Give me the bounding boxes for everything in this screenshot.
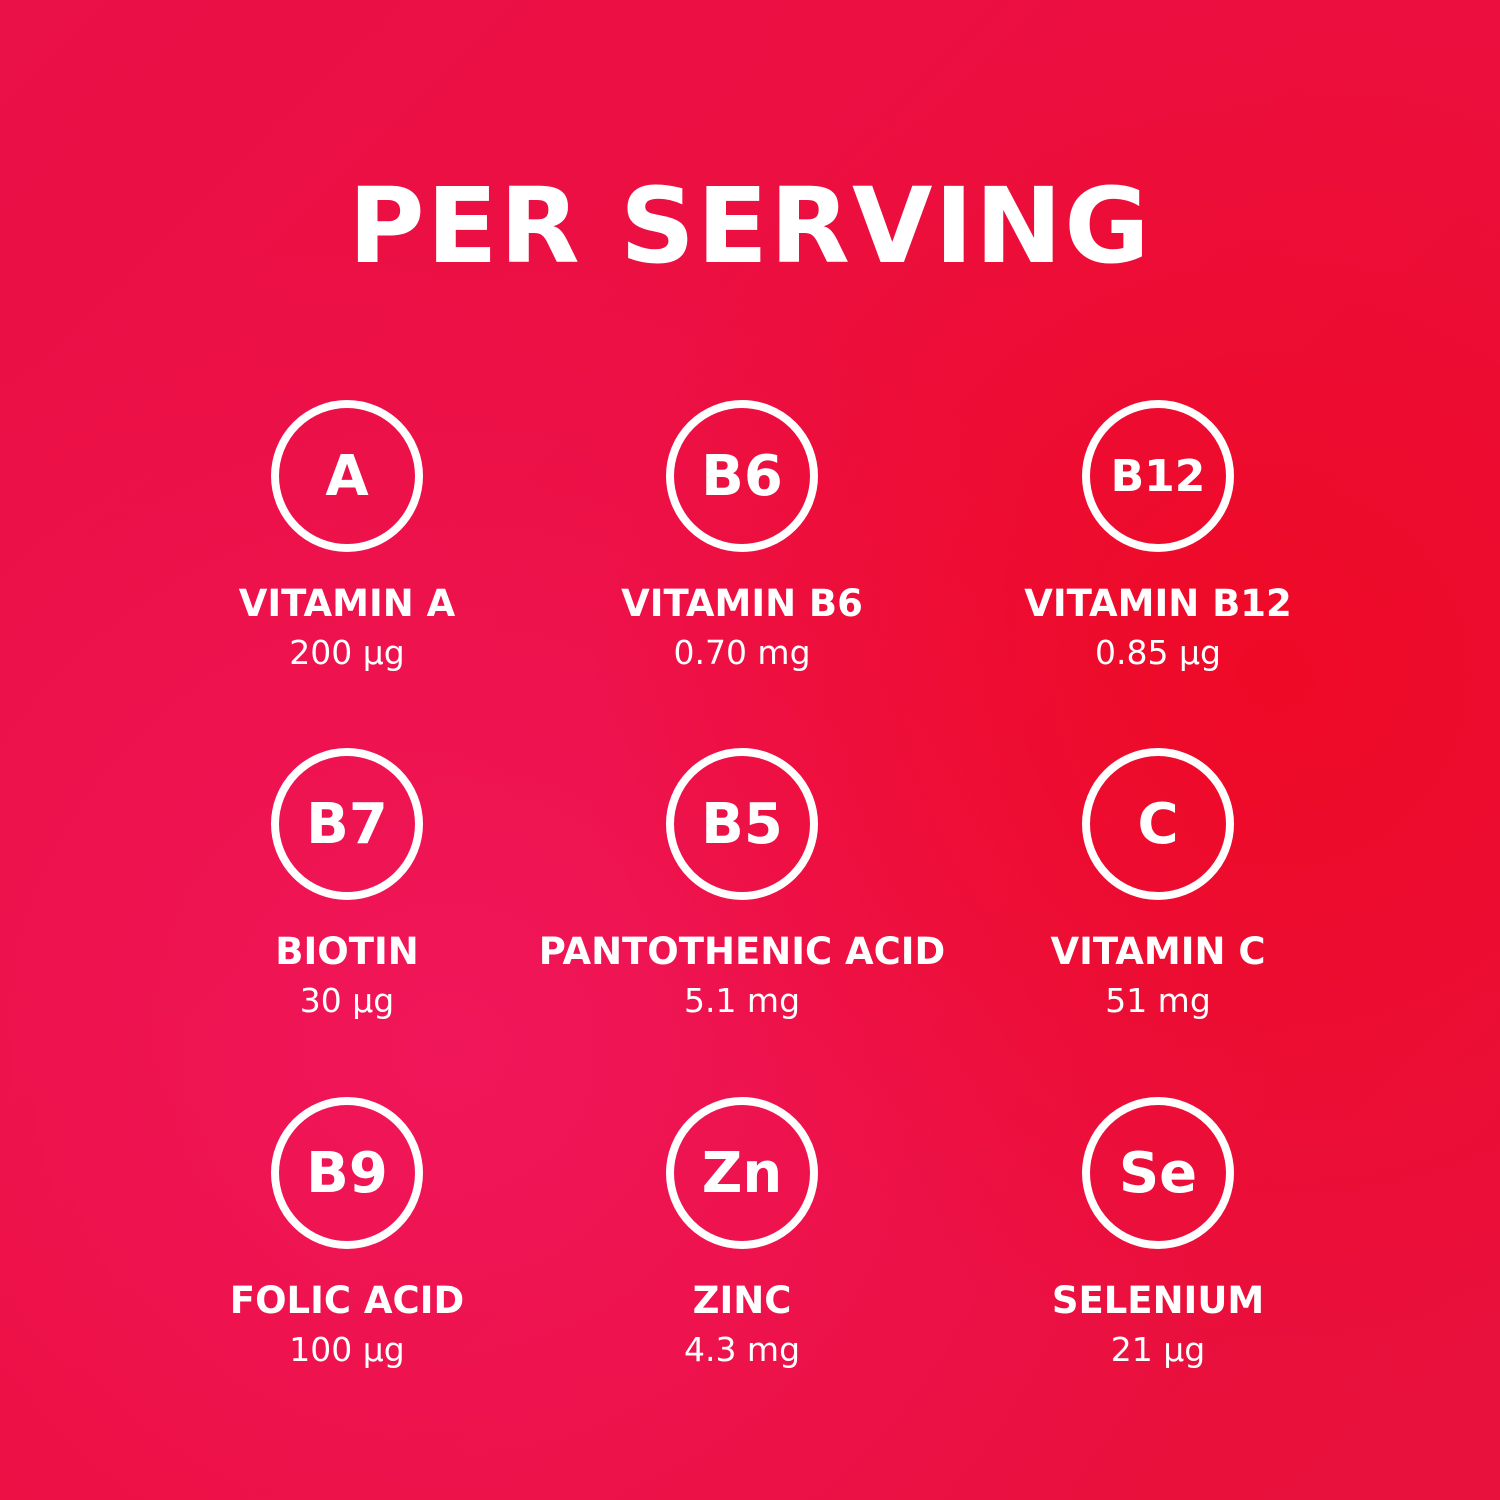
nutrient-name: VITAMIN C [1050, 930, 1266, 973]
nutrient-amount: 5.1 mg [683, 981, 801, 1020]
nutrient-name: SELENIUM [1051, 1279, 1265, 1322]
nutrient-icon: Se [1082, 1097, 1234, 1249]
nutrient-name: VITAMIN B12 [1024, 582, 1292, 625]
nutrient-icon: Zn [666, 1097, 818, 1249]
nutrient-icon: B6 [666, 400, 818, 552]
nutrient-name: VITAMIN A [238, 582, 456, 625]
nutrient-amount: 100 µg [289, 1330, 405, 1369]
nutrient-item: B6 VITAMIN B6 0.70 mg [512, 400, 972, 672]
nutrient-amount: 21 µg [1110, 1330, 1206, 1369]
nutrient-item: Se SELENIUM 21 µg [928, 1097, 1388, 1369]
nutrient-icon: A [271, 400, 423, 552]
nutrient-item: A VITAMIN A 200 µg [117, 400, 577, 672]
nutrient-name: VITAMIN B6 [621, 582, 863, 625]
nutrient-item: B5 PANTOTHENIC ACID 5.1 mg [512, 748, 972, 1020]
nutrient-name: PANTOTHENIC ACID [538, 930, 946, 973]
nutrient-item: B12 VITAMIN B12 0.85 µg [928, 400, 1388, 672]
nutrient-icon: B12 [1082, 400, 1234, 552]
nutrient-name: ZINC [692, 1279, 792, 1322]
nutrient-name: BIOTIN [275, 930, 419, 973]
nutrient-icon: B5 [666, 748, 818, 900]
title: PER SERVING [348, 165, 1152, 287]
nutrient-amount: 4.3 mg [683, 1330, 801, 1369]
nutrient-icon: C [1082, 748, 1234, 900]
nutrient-item: B9 FOLIC ACID 100 µg [117, 1097, 577, 1369]
nutrient-item: C VITAMIN C 51 mg [928, 748, 1388, 1020]
nutrient-icon: B7 [271, 748, 423, 900]
nutrient-amount: 0.70 mg [673, 633, 811, 672]
nutrient-item: B7 BIOTIN 30 µg [117, 748, 577, 1020]
nutrient-item: Zn ZINC 4.3 mg [512, 1097, 972, 1369]
nutrient-amount: 51 mg [1105, 981, 1211, 1020]
nutrient-amount: 200 µg [289, 633, 405, 672]
nutrient-amount: 30 µg [299, 981, 395, 1020]
nutrient-amount: 0.85 µg [1095, 633, 1221, 672]
nutrient-icon: B9 [271, 1097, 423, 1249]
nutrient-name: FOLIC ACID [229, 1279, 465, 1322]
